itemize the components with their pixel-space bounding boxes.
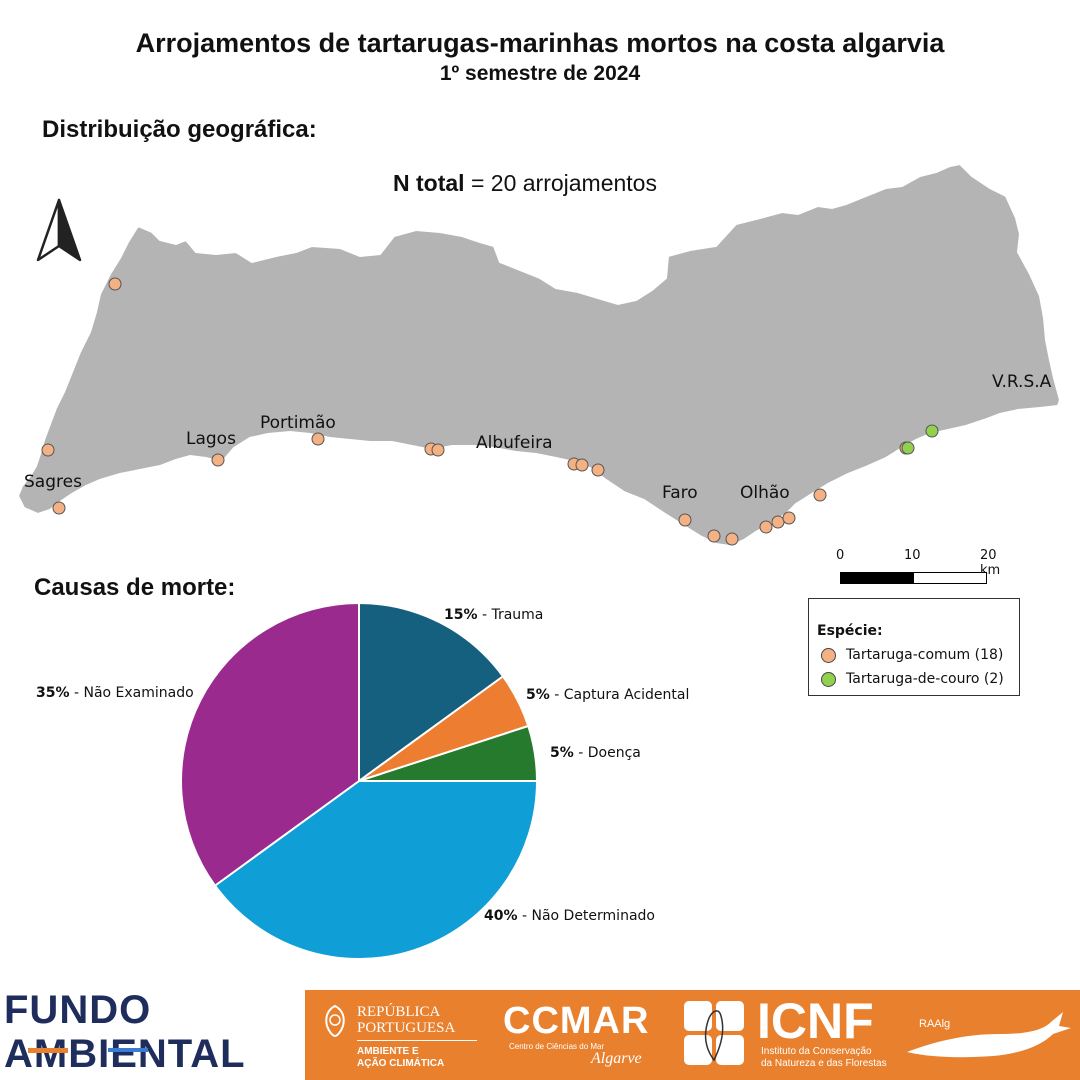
north-arrow-icon [36, 198, 82, 262]
pie-label-trauma: 15% - Trauma [444, 607, 543, 623]
pie-text-trauma: - Trauma [481, 607, 544, 623]
pie-text-nao-examinado: - Não Examinado [73, 685, 194, 701]
pie-label-captura: 5% - Captura Acidental [526, 687, 689, 703]
causes-heading: Causas de morte: [34, 574, 236, 601]
place-vrsa: V.R.S.A [992, 372, 1052, 392]
loggerhead-points [41, 277, 913, 546]
legend-swatch-loggerhead [821, 647, 836, 663]
ambiente-text-2: AÇÃO CLIMÁTICA [357, 1058, 445, 1069]
fundo-accent-bar-2 [108, 1048, 148, 1052]
stranding-point [771, 515, 785, 529]
pie-pct-nao-determinado: 40% [484, 908, 518, 924]
pie-text-nao-determinado: - Não Determinado [521, 908, 655, 924]
pie-pct-captura: 5% [526, 687, 550, 703]
legend-label-leatherback: Tartaruga-de-couro (2) [846, 671, 1004, 687]
ambiental-text: AMBIENTAL [4, 1032, 246, 1076]
place-sagres: Sagres [24, 472, 82, 492]
stranding-point [575, 458, 589, 472]
legend-item-leatherback: Tartaruga-de-couro (2) [821, 669, 1004, 689]
icnf-logo-text: ICNF [757, 993, 874, 1049]
pie-slice-nao-examinado [180, 601, 360, 888]
algarve-map: Sagres Lagos Portimão Albufeira Faro Olh… [16, 162, 1062, 550]
whale-icon [907, 1012, 1071, 1058]
map-heading: Distribuição geográfica: [42, 116, 317, 143]
partner-logos-bar: REPÚBLICA PORTUGUESA AMBIENTE E AÇÃO CLI… [305, 990, 1080, 1080]
ccmar-region: Algarve [591, 1050, 642, 1067]
place-albufeira: Albufeira [476, 433, 553, 453]
fundo-accent-bar [28, 1048, 68, 1053]
place-portimao: Portimão [260, 413, 336, 433]
ccmar-subtitle: Centro de Ciências do Mar [509, 1042, 605, 1051]
pie-text-captura: - Captura Acidental [554, 687, 690, 703]
stranding-point [431, 443, 445, 457]
place-faro: Faro [662, 483, 698, 503]
n-total-value: = 20 arrojamentos [470, 170, 657, 196]
pie-label-doenca: 5% - Doença [550, 745, 641, 761]
n-total-key: N total [393, 170, 465, 196]
republica-text-1: REPÚBLICA [357, 1004, 441, 1020]
causes-pie-chart [180, 601, 539, 960]
icnf-subtitle-1: Instituto da Conservação [761, 1046, 872, 1057]
pie-pct-trauma: 15% [444, 607, 478, 623]
legend-swatch-leatherback [821, 671, 836, 687]
ria-formosa-islands [681, 527, 773, 550]
republica-text-2: PORTUGUESA [357, 1020, 456, 1036]
icnf-leaf-icon [684, 1001, 744, 1065]
fundo-text: FUNDO [4, 988, 152, 1032]
legend-title: Espécie: [817, 623, 883, 639]
scale-tick-10: 10 [904, 548, 921, 563]
stranding-point [52, 501, 66, 515]
species-legend: Espécie: Tartaruga-comum (18) Tartaruga-… [808, 598, 1020, 696]
pie-label-nao-examinado: 35% - Não Examinado [36, 685, 194, 701]
leatherback-points [901, 424, 939, 455]
stranding-point [108, 277, 122, 291]
raalg-text: RAAlg [919, 1018, 951, 1030]
legend-item-loggerhead: Tartaruga-comum (18) [821, 645, 1003, 665]
legend-label-loggerhead: Tartaruga-comum (18) [846, 647, 1004, 663]
place-olhao: Olhão [740, 483, 790, 503]
pie-slice-nao-determinado [213, 780, 539, 960]
pie-pct-nao-examinado: 35% [36, 685, 70, 701]
scale-bar: 0 10 20 km [836, 548, 1000, 588]
stranding-point [678, 513, 692, 527]
pie-pct-doenca: 5% [550, 745, 574, 761]
stranding-point [782, 511, 796, 525]
stranding-point [591, 463, 605, 477]
map-title: Arrojamentos de tartarugas-marinhas mort… [135, 28, 945, 58]
pie-label-nao-determinado: 40% - Não Determinado [484, 908, 655, 924]
n-total-label: N total = 20 arrojamentos [0, 170, 1050, 197]
scale-tick-0: 0 [836, 548, 845, 563]
stranding-point [725, 532, 739, 546]
icnf-subtitle-2: da Natureza e das Florestas [761, 1058, 887, 1069]
algarve-landmass [16, 162, 1062, 548]
map-subtitle: 1º semestre de 2024 [439, 62, 641, 85]
ccmar-logo-text: CCMAR [503, 1000, 650, 1042]
fundo-ambiental-logo: FUNDO AMBIENTAL [0, 988, 305, 1080]
republica-divider [357, 1040, 477, 1041]
stranding-point [311, 432, 325, 446]
scale-bar-white [913, 572, 987, 584]
pie-slice-trauma [358, 601, 505, 783]
republica-emblem-icon [325, 1004, 345, 1038]
place-lagos: Lagos [186, 429, 236, 449]
stranding-point [707, 529, 721, 543]
stranding-point [925, 424, 939, 438]
stranding-point [813, 488, 827, 502]
stranding-point [211, 453, 225, 467]
stranding-point [901, 441, 915, 455]
pie-text-doenca: - Doença [578, 745, 641, 761]
ambiente-text-1: AMBIENTE E [357, 1046, 419, 1057]
stranding-point [759, 520, 773, 534]
scale-bar-black [840, 572, 915, 584]
stranding-point [41, 443, 55, 457]
